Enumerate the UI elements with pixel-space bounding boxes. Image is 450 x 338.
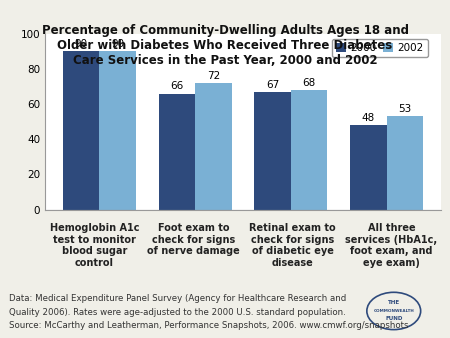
Text: Percentage of Community-Dwelling Adults Ages 18 and
Older with Diabetes Who Rece: Percentage of Community-Dwelling Adults … xyxy=(41,24,409,67)
Bar xyxy=(63,51,99,210)
Text: THE: THE xyxy=(388,300,400,305)
Text: 48: 48 xyxy=(362,113,375,123)
Text: Source: McCarthy and Leatherman, Performance Snapshots, 2006. www.cmwf.org/snaps: Source: McCarthy and Leatherman, Perform… xyxy=(9,321,409,330)
Bar xyxy=(291,90,327,210)
Text: 67: 67 xyxy=(266,80,279,90)
Text: 90: 90 xyxy=(111,39,124,49)
Text: 90: 90 xyxy=(75,39,88,49)
Bar xyxy=(99,51,136,210)
Text: 68: 68 xyxy=(302,78,316,88)
Bar xyxy=(255,92,291,210)
Bar xyxy=(195,83,231,210)
Text: 66: 66 xyxy=(170,81,184,92)
Text: All three
services (HbA1c,
foot exam, and
eye exam): All three services (HbA1c, foot exam, an… xyxy=(346,223,437,268)
Text: 53: 53 xyxy=(398,104,411,114)
Bar xyxy=(387,116,423,210)
Text: Data: Medical Expenditure Panel Survey (Agency for Healthcare Research and: Data: Medical Expenditure Panel Survey (… xyxy=(9,294,346,303)
Text: Foot exam to
check for signs
of nerve damage: Foot exam to check for signs of nerve da… xyxy=(147,223,240,256)
Legend: 2000, 2002: 2000, 2002 xyxy=(332,39,428,57)
Text: COMMONWEALTH: COMMONWEALTH xyxy=(374,309,414,313)
Bar xyxy=(350,125,387,210)
Text: Quality 2006). Rates were age-adjusted to the 2000 U.S. standard population.: Quality 2006). Rates were age-adjusted t… xyxy=(9,308,346,317)
Text: Hemoglobin A1c
test to monitor
blood sugar
control: Hemoglobin A1c test to monitor blood sug… xyxy=(50,223,139,268)
Text: FUND: FUND xyxy=(385,316,402,321)
Text: 72: 72 xyxy=(207,71,220,81)
Text: Retinal exam to
check for signs
of diabetic eye
disease: Retinal exam to check for signs of diabe… xyxy=(249,223,336,268)
Bar xyxy=(159,94,195,210)
